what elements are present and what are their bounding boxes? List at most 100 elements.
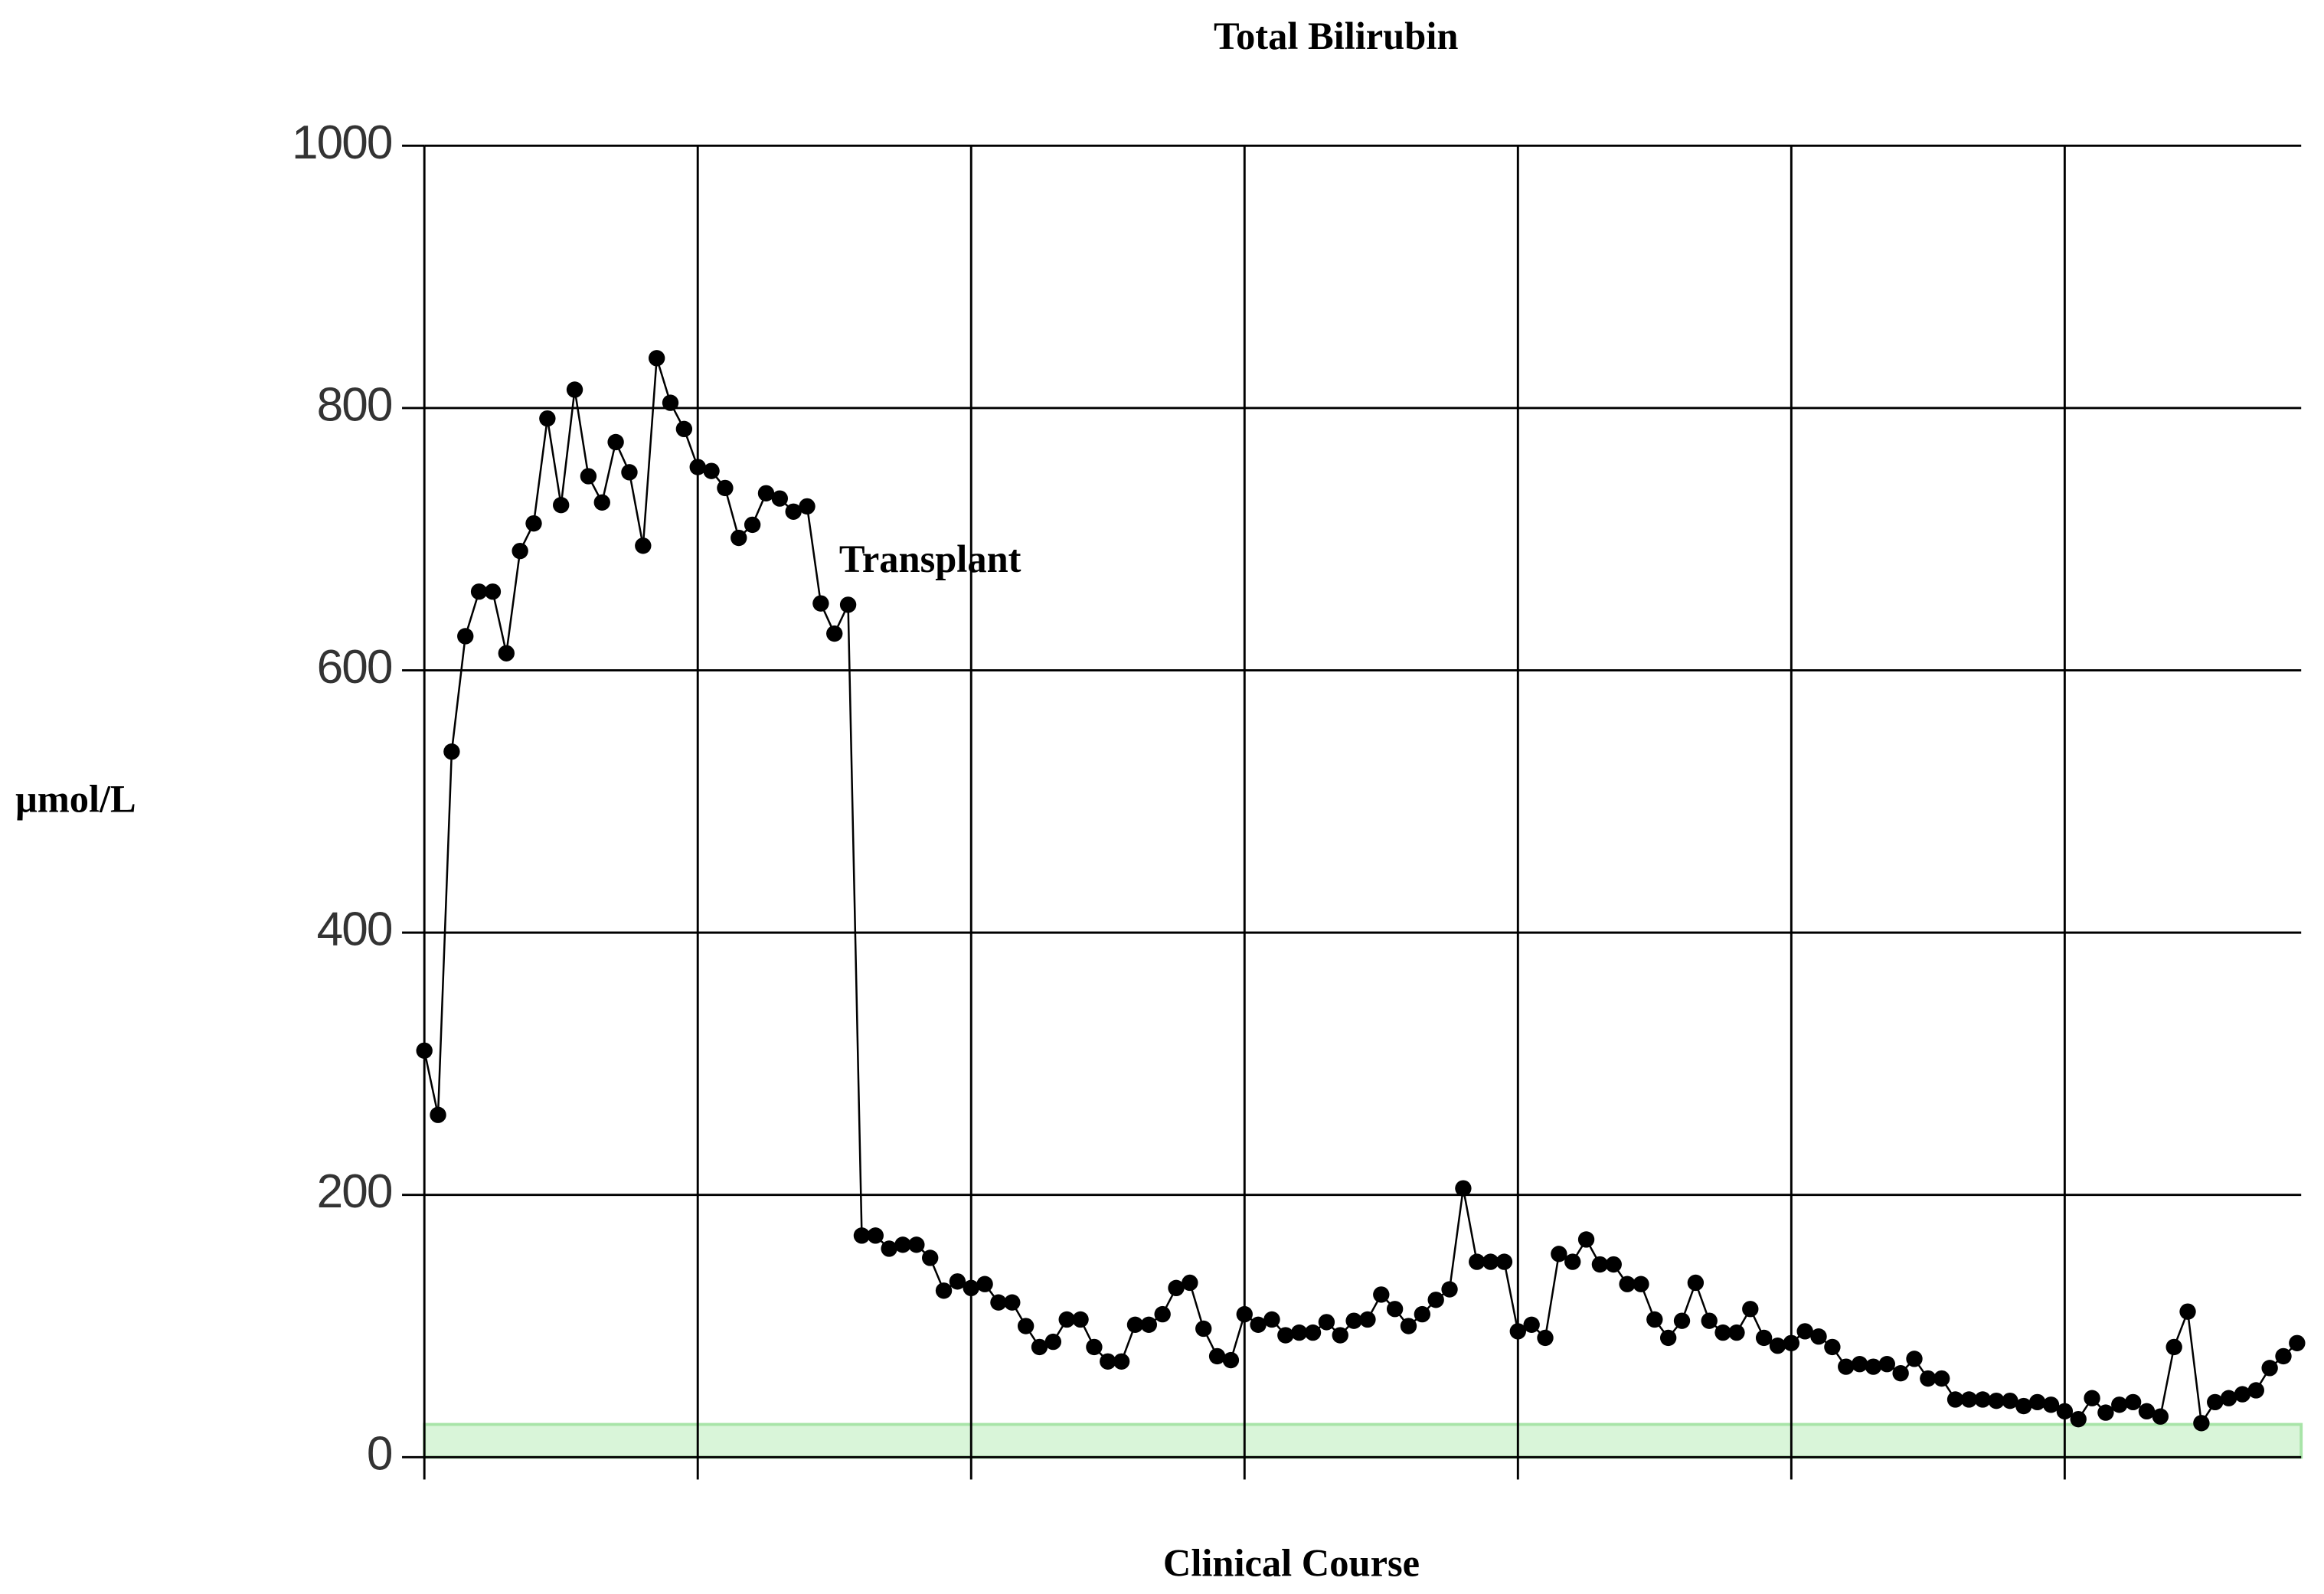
data-point (1769, 1338, 1786, 1354)
data-point (1236, 1305, 1253, 1323)
data-point (867, 1227, 884, 1244)
data-point (1086, 1338, 1103, 1356)
data-point (1537, 1329, 1554, 1347)
data-point (731, 529, 747, 547)
data-point (621, 464, 638, 481)
y-tick-label: 200 (317, 1165, 392, 1218)
data-point (963, 1279, 979, 1297)
data-point (635, 537, 652, 554)
data-point (1072, 1311, 1089, 1328)
data-point (2111, 1396, 2128, 1413)
data-point (2261, 1360, 2278, 1377)
data-point (1154, 1305, 1171, 1323)
data-point (949, 1273, 966, 1290)
data-point (1988, 1392, 2005, 1409)
data-point (1577, 1231, 1595, 1248)
data-point (1345, 1312, 1362, 1329)
data-point (1633, 1276, 1649, 1292)
annotation: Transplant (839, 537, 1021, 580)
data-point (662, 394, 679, 411)
data-point (1933, 1370, 1950, 1387)
data-point (2193, 1415, 2210, 1432)
data-point (1564, 1253, 1581, 1270)
data-point (607, 433, 624, 451)
data-point (1783, 1334, 1800, 1351)
data-point (1960, 1391, 1978, 1408)
data-point (689, 459, 706, 475)
data-point (922, 1249, 939, 1266)
data-point (1892, 1365, 1909, 1382)
data-point (1304, 1324, 1322, 1341)
data-point (799, 498, 816, 515)
data-point (1427, 1292, 1444, 1308)
data-point (470, 583, 488, 600)
data-point (443, 743, 460, 760)
data-point (1523, 1316, 1540, 1333)
data-point (430, 1106, 446, 1123)
data-point (1004, 1294, 1021, 1311)
data-point (1838, 1358, 1855, 1375)
data-point (744, 516, 761, 534)
data-point (1113, 1353, 1130, 1370)
data-point (881, 1240, 897, 1257)
data-point (1920, 1370, 1937, 1387)
x-axis-label: Clinical Course (1163, 1542, 1420, 1585)
data-point (539, 410, 556, 427)
data-point (1208, 1347, 1226, 1365)
data-point (1017, 1318, 1035, 1334)
data-point (1728, 1324, 1745, 1341)
data-point (2179, 1303, 2196, 1320)
data-point (2015, 1397, 2032, 1415)
data-point (593, 494, 610, 511)
data-point (1714, 1324, 1731, 1341)
data-point (990, 1294, 1007, 1311)
data-point (1455, 1180, 1472, 1197)
data-point (553, 497, 570, 514)
y-tick-label: 1000 (292, 116, 392, 169)
data-point (1673, 1312, 1691, 1329)
data-point (1755, 1329, 1773, 1347)
data-point (1195, 1320, 1212, 1338)
data-point (2002, 1392, 2018, 1409)
data-point (1318, 1314, 1335, 1331)
y-axis-label: μmol/L (15, 777, 136, 820)
data-point (525, 514, 542, 532)
data-point (2247, 1382, 2264, 1399)
data-point (1509, 1323, 1526, 1340)
y-tick-label: 600 (317, 641, 392, 694)
y-tick-label: 800 (317, 378, 392, 431)
data-point (771, 490, 789, 507)
data-point (1291, 1324, 1308, 1341)
data-point (1263, 1311, 1280, 1328)
data-point (1619, 1276, 1636, 1292)
data-point (2220, 1390, 2237, 1406)
data-point (1906, 1351, 1923, 1367)
data-point (853, 1227, 871, 1244)
data-point (512, 542, 528, 560)
data-point (1646, 1311, 1663, 1328)
data-point (484, 583, 502, 600)
data-point (648, 350, 665, 367)
data-point (2028, 1393, 2046, 1411)
data-point (580, 468, 597, 485)
data-point (1031, 1338, 1048, 1356)
data-point (2042, 1396, 2060, 1413)
data-point (2084, 1390, 2100, 1406)
data-point (2070, 1410, 2087, 1428)
data-point (1182, 1274, 1198, 1292)
data-point (2289, 1334, 2306, 1351)
y-tick-label: 0 (367, 1428, 392, 1481)
data-point (416, 1042, 433, 1059)
data-point (1277, 1327, 1294, 1344)
data-point (1605, 1256, 1622, 1273)
data-point (1386, 1301, 1404, 1318)
data-point (757, 485, 775, 501)
data-point (1742, 1301, 1759, 1318)
data-point (1400, 1318, 1417, 1334)
data-point (1551, 1246, 1567, 1262)
data-point (717, 479, 734, 497)
data-point (1824, 1338, 1841, 1356)
normal-range-band (423, 1423, 2303, 1459)
data-point (2207, 1393, 2224, 1411)
data-point (1441, 1281, 1458, 1298)
